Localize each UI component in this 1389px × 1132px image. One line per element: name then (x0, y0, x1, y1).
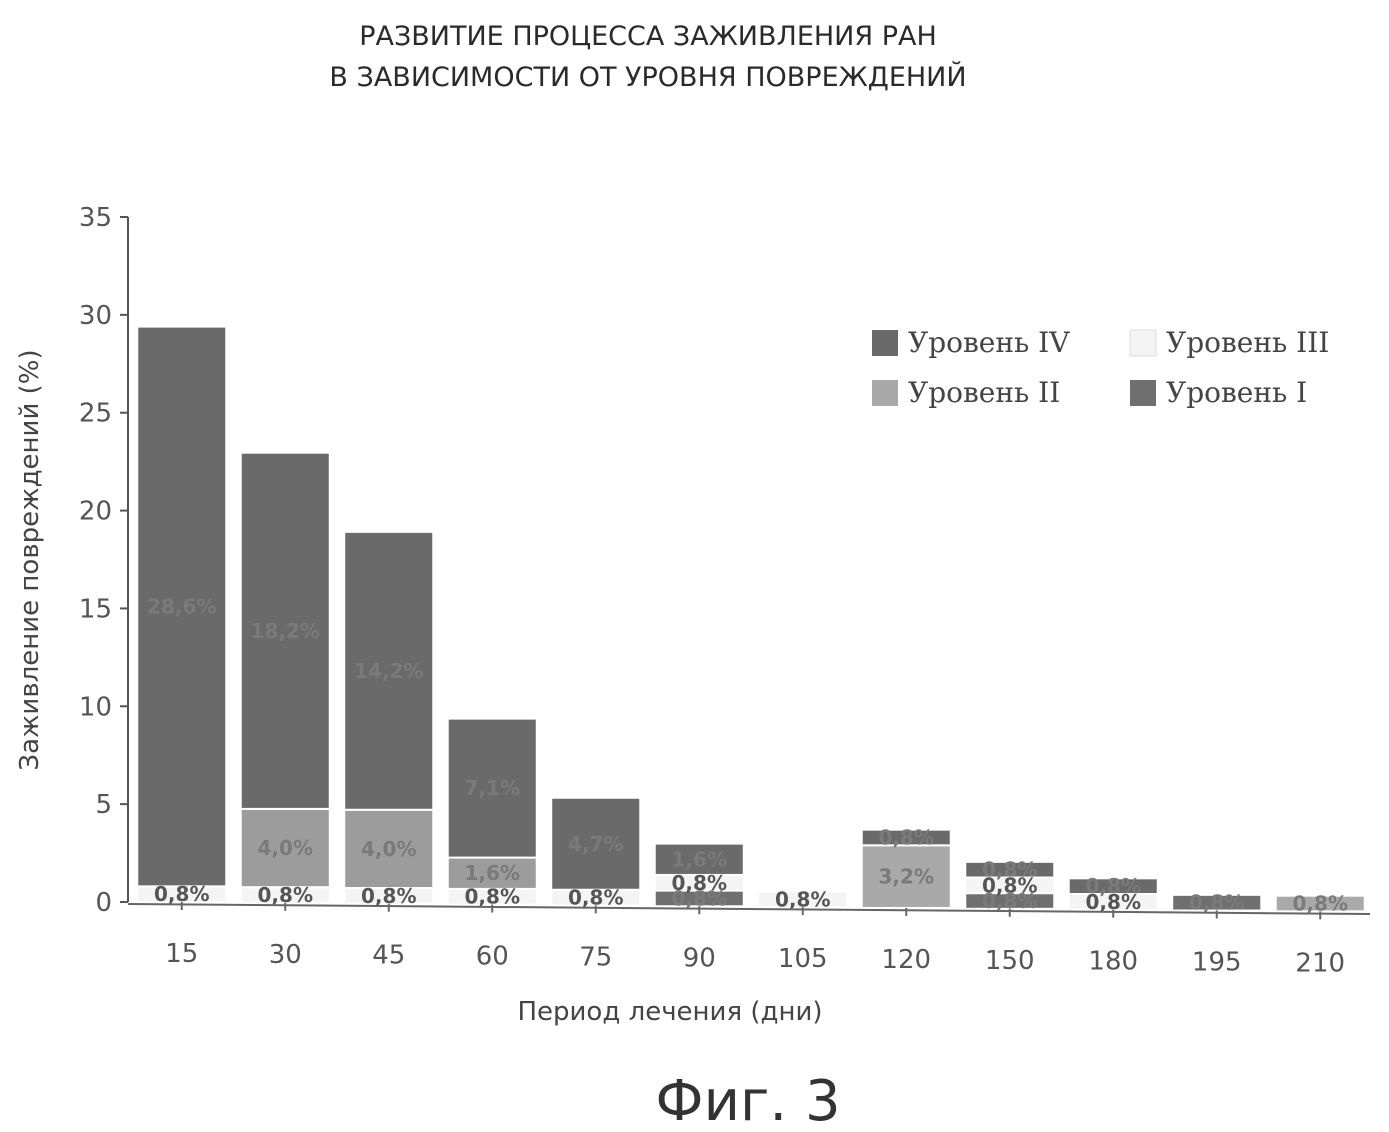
bar-data-label: 7,1% (465, 776, 520, 800)
x-tick-label: 30 (269, 940, 302, 970)
y-axis: 0 5 10 15 20 25 30 35 (79, 203, 128, 918)
y-tick-label: 25 (79, 399, 112, 429)
chart-title-line-2: В ЗАВИСИМОСТИ ОТ УРОВНЯ ПОВРЕЖДЕНИЙ (329, 61, 966, 93)
x-tick-label: 75 (579, 942, 612, 972)
x-tick-label: 60 (476, 942, 509, 972)
bar-data-label: 0,8% (1086, 874, 1141, 898)
y-tick-label: 35 (79, 203, 112, 233)
chart-title-line-1: РАЗВИТИЕ ПРОЦЕССА ЗАЖИВЛЕНИЯ РАН (359, 21, 937, 52)
y-tick-label: 5 (95, 790, 112, 820)
y-tick-label: 30 (79, 301, 112, 331)
x-axis: 15 30 45 60 75 90 105 120 150 180 195 210 (128, 902, 1370, 978)
x-tick-label: 195 (1192, 948, 1242, 978)
x-tick-label: 105 (778, 944, 828, 974)
legend-swatch (872, 330, 898, 356)
bar-data-label: 1,6% (465, 861, 520, 885)
x-tick-label: 180 (1088, 947, 1138, 977)
bar-data-label: 18,2% (251, 619, 320, 643)
y-axis-label: Заживление повреждений (%) (15, 349, 45, 770)
x-tick-label: 120 (881, 945, 931, 975)
bars (137, 327, 1365, 912)
y-tick-label: 20 (79, 497, 112, 527)
bar-data-label: 1,6% (672, 847, 727, 871)
x-tick-label: 45 (372, 941, 405, 971)
x-axis-label: Период лечения (дни) (517, 997, 822, 1027)
legend-swatch (1130, 380, 1156, 406)
legend-entry-label: Уровень IV (908, 326, 1070, 359)
legend-swatch (872, 380, 898, 406)
legend-entry-label: Уровень I (1166, 376, 1307, 409)
bar-data-label: 0,8% (672, 871, 727, 895)
legend: Уровень IV Уровень III Уровень II Уровень I (872, 326, 1329, 409)
legend-entry-label: Уровень III (1166, 326, 1329, 359)
bar-data-label: 14,2% (354, 659, 423, 683)
y-tick-label: 0 (95, 888, 112, 918)
x-tick-label: 210 (1295, 948, 1345, 978)
bar-data-label: 28,6% (147, 594, 216, 618)
bar-data-label: 4,7% (568, 832, 623, 856)
x-tick-label: 15 (165, 939, 198, 969)
figure-caption: Фиг. 3 (655, 1069, 840, 1132)
y-tick-label: 15 (79, 594, 112, 624)
bar-data-label: 0,8% (982, 858, 1037, 882)
bar-data-label: 3,2% (879, 865, 934, 889)
chart-title: РАЗВИТИЕ ПРОЦЕССА ЗАЖИВЛЕНИЯ РАН В ЗАВИС… (329, 21, 966, 93)
bar-data-label: 4,0% (258, 836, 313, 860)
bar-data-label: 0,8% (879, 825, 934, 849)
legend-swatch (1130, 330, 1156, 356)
x-tick-label: 90 (683, 943, 716, 973)
x-tick-label: 150 (985, 946, 1035, 976)
y-tick-label: 10 (79, 692, 112, 722)
bar-data-label: 4,0% (361, 837, 416, 861)
legend-entry-label: Уровень II (908, 376, 1060, 409)
